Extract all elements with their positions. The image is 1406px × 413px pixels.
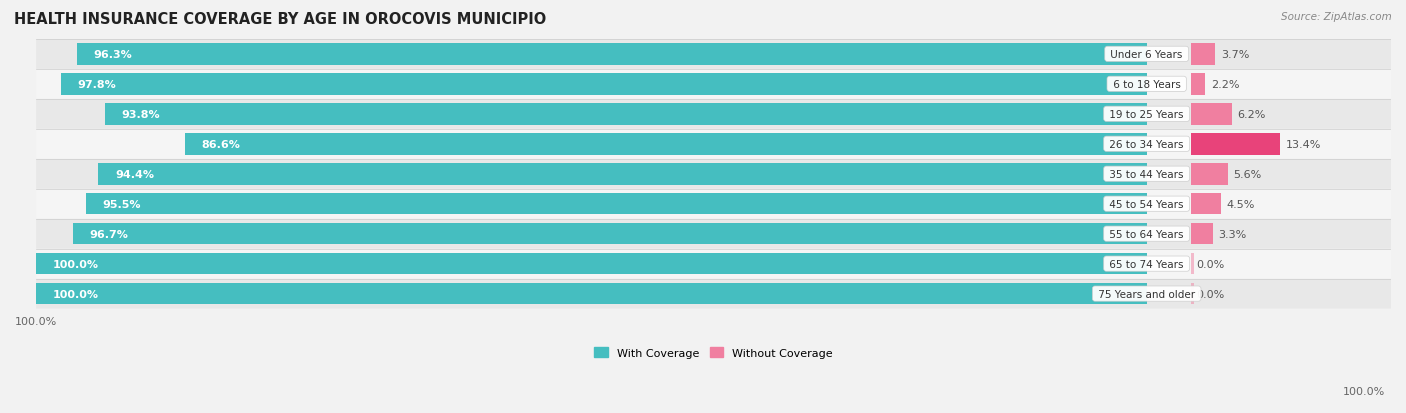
Bar xyxy=(1191,164,1227,185)
Bar xyxy=(98,164,1147,185)
Text: 0.0%: 0.0% xyxy=(1197,289,1225,299)
Text: 2.2%: 2.2% xyxy=(1211,80,1239,90)
Text: 19 to 25 Years: 19 to 25 Years xyxy=(1107,109,1187,119)
Bar xyxy=(60,74,1147,95)
Bar xyxy=(1191,74,1205,95)
Bar xyxy=(105,104,1147,125)
Text: HEALTH INSURANCE COVERAGE BY AGE IN OROCOVIS MUNICIPIO: HEALTH INSURANCE COVERAGE BY AGE IN OROC… xyxy=(14,12,547,27)
FancyBboxPatch shape xyxy=(37,100,1391,129)
Text: 86.6%: 86.6% xyxy=(201,140,240,150)
Legend: With Coverage, Without Coverage: With Coverage, Without Coverage xyxy=(591,343,838,363)
Text: 6 to 18 Years: 6 to 18 Years xyxy=(1109,80,1184,90)
Text: Under 6 Years: Under 6 Years xyxy=(1108,50,1187,60)
Bar xyxy=(37,283,1147,305)
Bar xyxy=(1191,253,1194,275)
Bar xyxy=(1191,44,1215,65)
Text: 5.6%: 5.6% xyxy=(1233,169,1261,179)
Bar xyxy=(186,134,1147,155)
Text: Source: ZipAtlas.com: Source: ZipAtlas.com xyxy=(1281,12,1392,22)
FancyBboxPatch shape xyxy=(37,189,1391,219)
Text: 6.2%: 6.2% xyxy=(1237,109,1265,119)
Text: 45 to 54 Years: 45 to 54 Years xyxy=(1107,199,1187,209)
Text: 4.5%: 4.5% xyxy=(1226,199,1254,209)
Text: 96.7%: 96.7% xyxy=(90,229,128,239)
Text: 0.0%: 0.0% xyxy=(1197,259,1225,269)
Bar xyxy=(1191,223,1212,245)
Text: 100.0%: 100.0% xyxy=(1343,387,1385,396)
FancyBboxPatch shape xyxy=(37,219,1391,249)
FancyBboxPatch shape xyxy=(37,159,1391,189)
Text: 3.3%: 3.3% xyxy=(1218,229,1246,239)
Text: 55 to 64 Years: 55 to 64 Years xyxy=(1107,229,1187,239)
Text: 100.0%: 100.0% xyxy=(53,259,98,269)
Text: 97.8%: 97.8% xyxy=(77,80,115,90)
Text: 93.8%: 93.8% xyxy=(122,109,160,119)
Text: 35 to 44 Years: 35 to 44 Years xyxy=(1107,169,1187,179)
Text: 96.3%: 96.3% xyxy=(94,50,132,60)
Text: 13.4%: 13.4% xyxy=(1285,140,1320,150)
FancyBboxPatch shape xyxy=(37,279,1391,309)
Bar xyxy=(77,44,1147,65)
FancyBboxPatch shape xyxy=(37,249,1391,279)
Text: 65 to 74 Years: 65 to 74 Years xyxy=(1107,259,1187,269)
Text: 94.4%: 94.4% xyxy=(115,169,155,179)
Bar xyxy=(1191,104,1232,125)
Bar xyxy=(1191,193,1220,215)
Text: 100.0%: 100.0% xyxy=(53,289,98,299)
FancyBboxPatch shape xyxy=(37,129,1391,159)
Bar xyxy=(1191,283,1194,305)
Bar xyxy=(86,193,1147,215)
Text: 3.7%: 3.7% xyxy=(1220,50,1249,60)
FancyBboxPatch shape xyxy=(37,70,1391,100)
Text: 26 to 34 Years: 26 to 34 Years xyxy=(1107,140,1187,150)
Bar xyxy=(1191,134,1279,155)
Bar xyxy=(37,253,1147,275)
Text: 75 Years and older: 75 Years and older xyxy=(1095,289,1198,299)
FancyBboxPatch shape xyxy=(37,40,1391,70)
Text: 95.5%: 95.5% xyxy=(103,199,141,209)
Bar xyxy=(73,223,1147,245)
